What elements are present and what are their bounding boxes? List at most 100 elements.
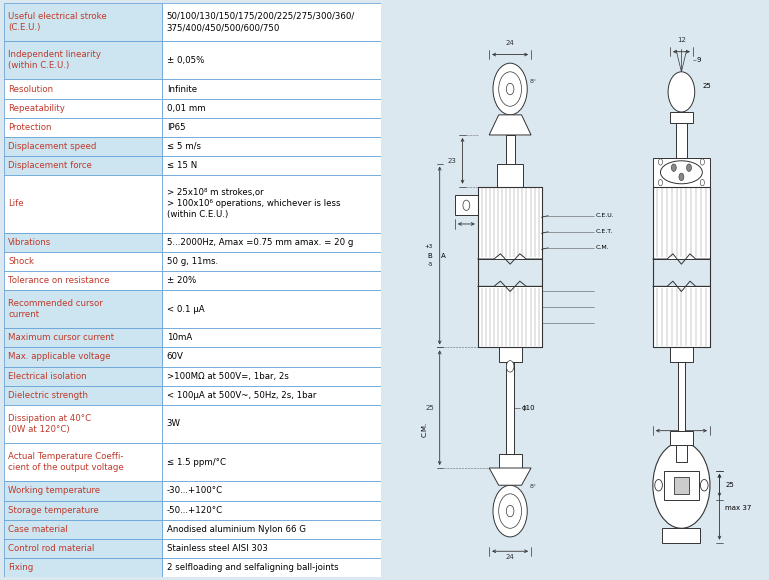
Circle shape [687,164,691,172]
Bar [162,99,381,118]
Bar [670,431,693,445]
Text: C.M.: C.M. [596,245,610,250]
Text: ϕ10: ϕ10 [521,405,535,411]
Text: 8°: 8° [529,79,536,84]
Text: 25: 25 [725,482,734,488]
Text: ≤ 5 m/s: ≤ 5 m/s [167,142,201,151]
Text: 25: 25 [425,405,434,411]
Text: 12: 12 [677,37,686,43]
Text: Electrical isolation: Electrical isolation [8,372,87,380]
Circle shape [658,159,663,165]
Bar [162,520,381,539]
Bar [670,347,693,362]
Bar [162,118,381,137]
Bar [676,445,687,462]
Text: Life: Life [8,200,24,208]
Text: Useful electrical stroke
(C.E.U.): Useful electrical stroke (C.E.U.) [8,12,107,32]
Bar [4,118,162,137]
Bar [4,347,162,367]
Text: Vibrations: Vibrations [8,238,52,246]
Bar [478,187,542,259]
Text: A: A [441,252,445,259]
Bar [162,481,381,501]
Text: 60V: 60V [167,353,184,361]
Polygon shape [489,115,531,135]
Bar [162,156,381,175]
Bar [4,405,162,443]
Bar [4,501,162,520]
Text: 9: 9 [697,57,701,63]
Text: C.M.: C.M. [421,422,428,437]
Bar [162,252,381,271]
Text: 25: 25 [702,83,711,89]
Text: Displacement force: Displacement force [8,161,92,170]
Text: 23: 23 [448,158,457,164]
Circle shape [506,505,514,517]
Text: ± 0,05%: ± 0,05% [167,56,204,65]
Text: Tolerance on resistance: Tolerance on resistance [8,276,110,285]
Text: Dissipation at 40°C
(0W at 120°C): Dissipation at 40°C (0W at 120°C) [8,414,92,434]
Text: < 0.1 μA: < 0.1 μA [167,304,205,314]
Bar [653,187,710,347]
Circle shape [506,84,514,95]
Text: B: B [428,252,432,259]
Text: 8°: 8° [529,484,536,489]
Bar [4,79,162,99]
Circle shape [493,63,528,115]
Bar [676,124,687,158]
Bar [506,362,514,454]
Text: -30...+100°C: -30...+100°C [167,487,223,495]
Circle shape [701,179,704,186]
Bar [674,477,689,494]
Bar [653,158,710,187]
Text: 24: 24 [506,40,514,46]
Text: -5: -5 [428,262,433,267]
Bar [4,271,162,290]
Bar [162,405,381,443]
Bar [162,175,381,233]
Text: ≤ 15 N: ≤ 15 N [167,161,197,170]
Text: Actual Temperature Coeffi-
cient of the output voltage: Actual Temperature Coeffi- cient of the … [8,452,124,472]
Text: > 25x10⁸ m strokes,or
> 100x10⁶ operations, whichever is less
(within C.E.U.): > 25x10⁸ m strokes,or > 100x10⁶ operatio… [167,188,340,219]
Text: 3W: 3W [167,419,181,429]
Text: Repeatability: Repeatability [8,104,65,113]
Text: 35: 35 [677,416,686,422]
Text: 5...2000Hz, Amax =0.75 mm amax. = 20 g: 5...2000Hz, Amax =0.75 mm amax. = 20 g [167,238,353,246]
Circle shape [701,480,708,491]
Bar [662,528,701,543]
Text: Working temperature: Working temperature [8,487,101,495]
Text: 2 selfloading and selfaligning ball-joints: 2 selfloading and selfaligning ball-join… [167,563,338,572]
Text: Anodised aluminium Nylon 66 G: Anodised aluminium Nylon 66 G [167,525,305,534]
Text: +3: +3 [424,244,433,249]
Bar [4,233,162,252]
Text: Shock: Shock [8,257,35,266]
Bar [4,481,162,501]
Circle shape [463,200,470,211]
Bar [162,501,381,520]
Circle shape [668,72,694,112]
Bar [478,187,542,347]
Text: Independent linearity
(within C.E.U.): Independent linearity (within C.E.U.) [8,50,102,70]
Circle shape [701,159,704,165]
Circle shape [679,173,684,180]
Text: Displacement speed: Displacement speed [8,142,97,151]
Bar [4,156,162,175]
Bar [162,539,381,558]
Bar [4,99,162,118]
Polygon shape [489,468,531,485]
Text: 50 g, 11ms.: 50 g, 11ms. [167,257,218,266]
Bar [162,137,381,156]
Circle shape [671,164,676,172]
Bar [162,290,381,328]
Text: 24: 24 [506,554,514,560]
Bar [4,137,162,156]
Bar [478,287,542,347]
Circle shape [493,485,528,537]
Circle shape [499,494,521,528]
Text: Maximum cursor current: Maximum cursor current [8,334,115,342]
Text: < 100μA at 500V~, 50Hz, 2s, 1bar: < 100μA at 500V~, 50Hz, 2s, 1bar [167,391,316,400]
Bar [653,187,710,259]
Bar [677,362,685,431]
Bar [4,539,162,558]
Bar [162,3,381,41]
